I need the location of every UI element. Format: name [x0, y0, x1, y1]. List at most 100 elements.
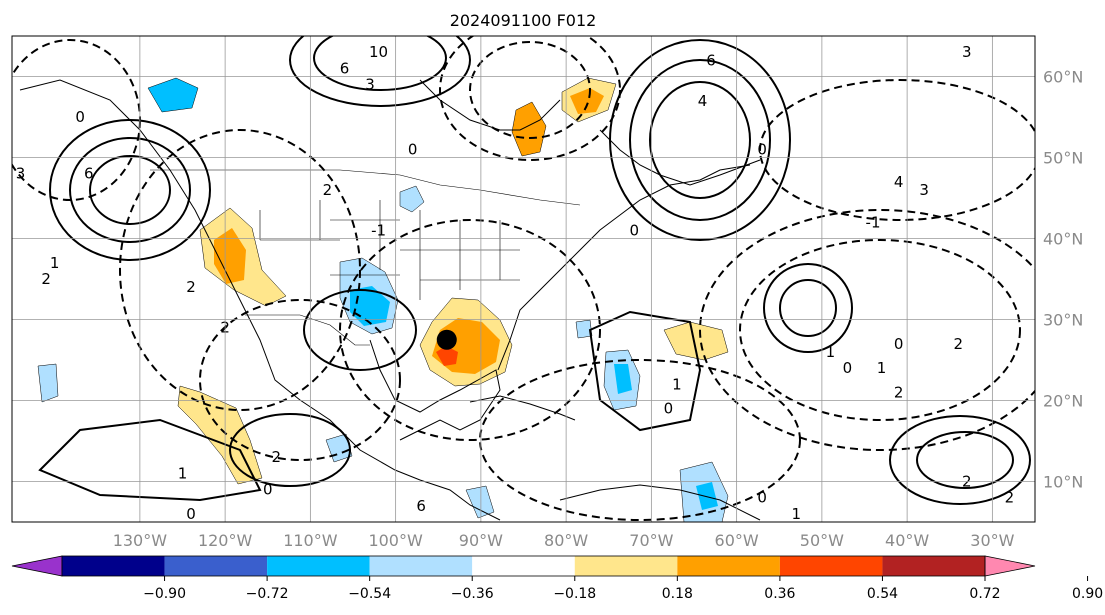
- contour-value-label: 2: [894, 383, 904, 401]
- coastline-gulf: [369, 339, 501, 441]
- contour-high-atlantic-2: [779, 279, 837, 337]
- contour-value-label: 6: [706, 51, 716, 69]
- colorbar-bin: [779, 556, 883, 576]
- lat-tick-label: 30°N: [1043, 311, 1083, 330]
- contour-high-arctic: [289, 36, 471, 107]
- contour-value-label: 0: [664, 400, 674, 418]
- state-lines-vertical: [259, 200, 501, 300]
- cool-anomaly-alaska: [147, 77, 199, 113]
- contour-high-labrador-2: [629, 59, 771, 221]
- contour-low-rockies: [119, 129, 361, 411]
- warm-anomaly-hudson-core: [570, 88, 604, 114]
- contour-high-labrador-3: [649, 81, 751, 199]
- contour-value-label: 3: [16, 165, 26, 183]
- colorbar-tick-label: 0.18: [662, 586, 693, 602]
- contour-value-label: -1: [371, 221, 386, 239]
- cool-anomaly-caribbean-core: [614, 364, 632, 394]
- contour-value-label: 6: [84, 165, 94, 183]
- contour-low-mexico: [199, 299, 401, 461]
- contour-low-gulf: [339, 219, 601, 441]
- contour-value-label: 1: [178, 464, 188, 482]
- contour-value-label: 10: [369, 43, 388, 61]
- contour-zero-caribbean: [588, 310, 702, 432]
- lat-tick-label: 50°N: [1043, 149, 1083, 168]
- contour-low-north-atlantic: [759, 79, 1035, 221]
- contour-value-label: 4: [698, 92, 708, 110]
- lon-tick-label: 40°W: [885, 531, 929, 550]
- storm-center-marker: [436, 329, 457, 350]
- colorbar-bin: [574, 556, 678, 576]
- gridlines: [12, 36, 1035, 522]
- colorbar-tick-label: 0.72: [969, 586, 1000, 602]
- cool-anomaly-tropical-small: [575, 319, 593, 339]
- colorbar-extend-low: [11, 555, 63, 577]
- contour-value-label: 0: [186, 505, 196, 523]
- lon-tick-label: 80°W: [544, 531, 588, 550]
- contour-value-label: 4: [894, 173, 904, 191]
- cool-anomaly-central-america: [465, 485, 495, 519]
- contour-value-label: 2: [41, 270, 51, 288]
- colorbar-bin: [472, 556, 575, 576]
- colorbar-tick-label: 0.90: [1072, 586, 1103, 602]
- state-borders: [150, 169, 581, 346]
- colorbar-tick-label: 0.54: [867, 586, 898, 602]
- contour-value-label: 3: [962, 43, 972, 61]
- warm-anomaly-mexico-west: [177, 385, 263, 485]
- colorbar-tick-label: 0.36: [764, 586, 795, 602]
- colorbar-extend-high: [984, 555, 1036, 577]
- lon-tick-label: 50°W: [800, 531, 844, 550]
- contour-high-texas: [303, 289, 417, 371]
- colorbar: [11, 555, 1036, 577]
- coastline-east: [497, 164, 751, 371]
- colorbar-tick-label: −0.36: [451, 586, 494, 602]
- cool-anomaly-south-atlantic-core: [696, 482, 718, 510]
- warm-anomaly-gulf-peak: [436, 346, 458, 366]
- contour-low-atlantic-2: [739, 239, 1021, 421]
- contour-value-label: 1: [877, 359, 887, 377]
- colorbar-tick-label: −0.90: [143, 586, 186, 602]
- lon-tick-label: 120°W: [198, 531, 253, 550]
- colorbar-bin: [267, 556, 370, 576]
- longitude-labels: 130°W 120°W 110°W 100°W 90°W 80°W 70°W 60°W 50°W…: [113, 531, 1015, 550]
- lon-tick-label: 70°W: [629, 531, 673, 550]
- cool-anomaly-great-lakes: [399, 185, 425, 213]
- contour-zero-pacific: [38, 418, 262, 502]
- contour-low-hudson-2: [469, 41, 591, 139]
- lat-tick-label: 40°N: [1043, 230, 1083, 249]
- contour-value-label: 2: [186, 278, 196, 296]
- contour-value-label: 2: [272, 448, 282, 466]
- contour-high-alaska-3: [89, 155, 171, 225]
- contour-value-label: 1: [672, 375, 682, 393]
- lat-tick-label: 20°N: [1043, 392, 1083, 411]
- warm-anomaly-quebec: [511, 101, 547, 157]
- colorbar-bin: [62, 556, 165, 576]
- cool-anomaly-pacific-small: [37, 363, 59, 403]
- lat-tick-label: 10°N: [1043, 473, 1083, 492]
- contour-high-pacific: [229, 413, 351, 487]
- contour-high-alaska: [49, 119, 211, 261]
- lon-tick-label: 60°W: [715, 531, 759, 550]
- contours-solid: [38, 36, 1031, 505]
- lon-tick-label: 100°W: [368, 531, 423, 550]
- contour-value-label: 6: [416, 497, 426, 515]
- lon-tick-label: 30°W: [970, 531, 1014, 550]
- contour-value-label: 2: [1005, 489, 1015, 507]
- latitude-labels: 60°N 50°N 40°N 30°N 20°N 10°N: [1043, 68, 1083, 492]
- contour-value-label: 0: [757, 140, 767, 158]
- colorbar-tick-labels: −0.90 −0.72 −0.54 −0.36 −0.18 0.18 0.36 0.54 0.7…: [143, 576, 1103, 602]
- contour-high-southeast-2: [916, 431, 1014, 489]
- contour-low-caribbean: [479, 359, 801, 521]
- lon-tick-label: 130°W: [113, 531, 168, 550]
- colorbar-tick-label: −0.72: [246, 586, 289, 602]
- contour-high-southeast: [889, 415, 1031, 505]
- colorbar-frame: [61, 555, 986, 577]
- contour-high-alaska-2: [69, 137, 191, 243]
- colorbar-bin: [164, 556, 268, 576]
- contour-value-label: 2: [954, 335, 964, 353]
- contour-value-label: -1: [866, 213, 881, 231]
- colorbar-bin: [677, 556, 780, 576]
- colorbar-tick-label: −0.54: [348, 586, 391, 602]
- contour-value-label: 1: [50, 254, 60, 272]
- warm-anomaly-rockies-core: [214, 228, 246, 284]
